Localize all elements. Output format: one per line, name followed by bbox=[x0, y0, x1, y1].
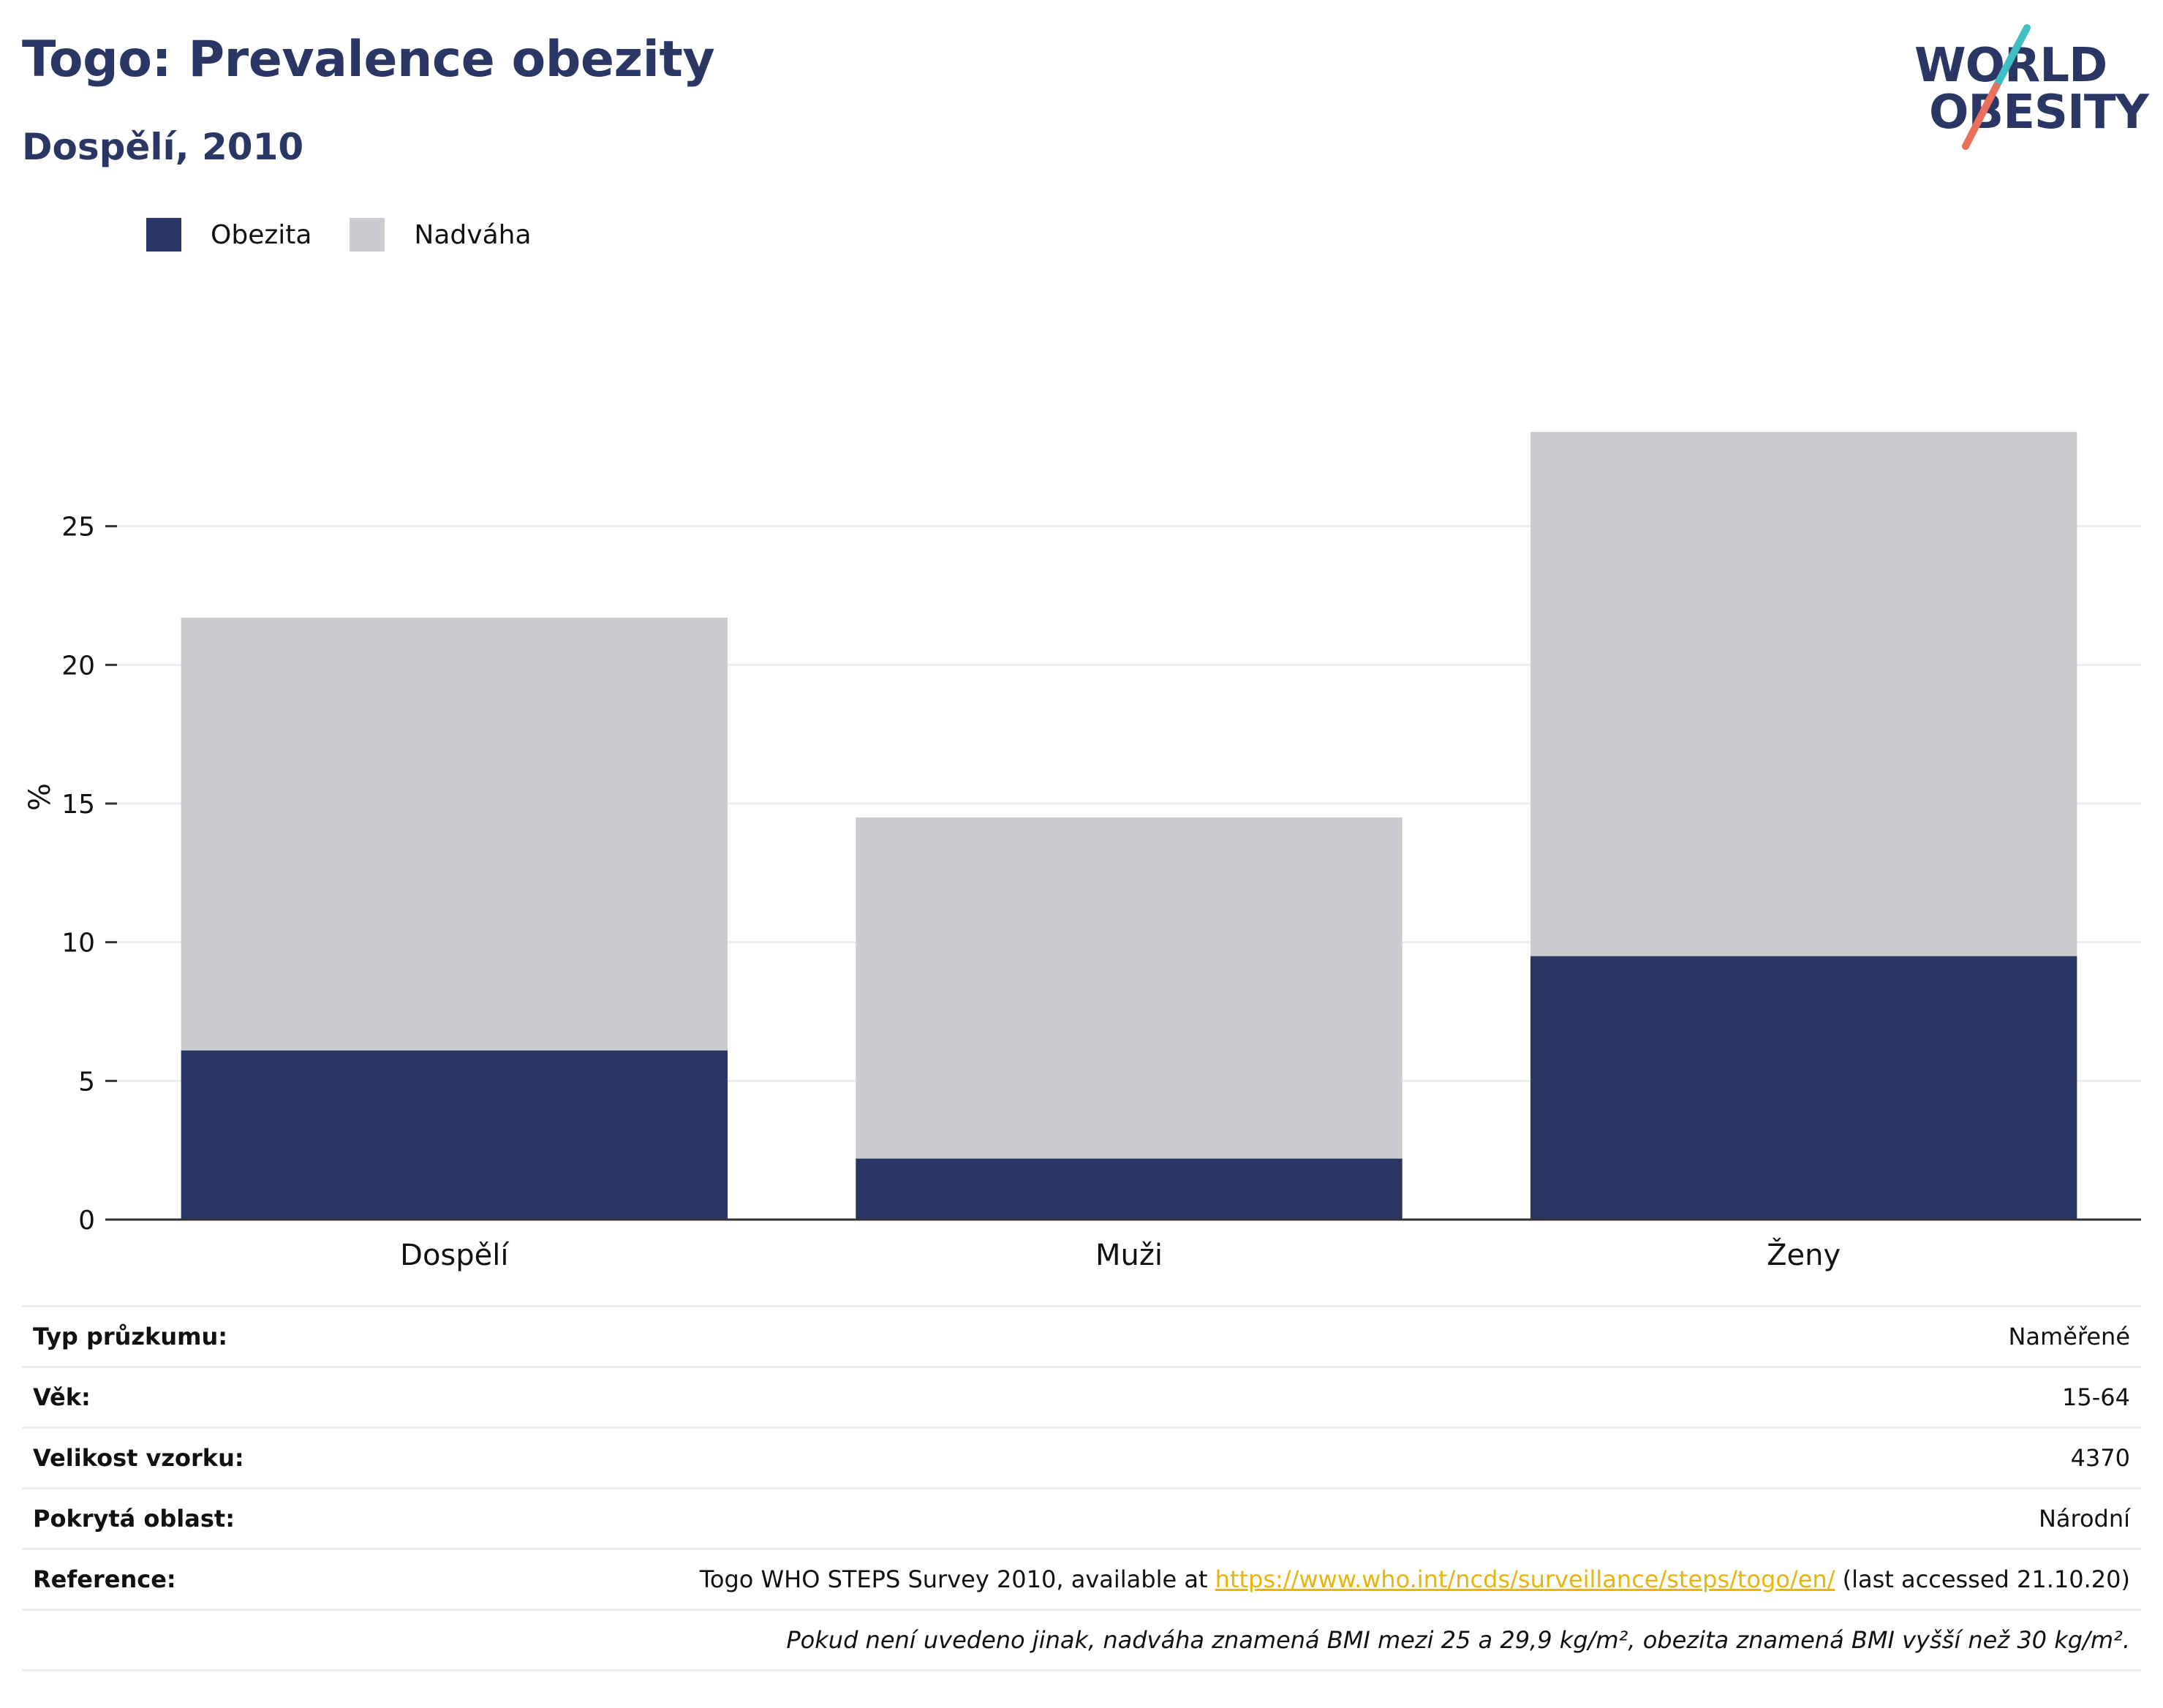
stacked-bar-chart: 0 5 10 15 20 25 Dospělí Muži Ženy % bbox=[23, 431, 2141, 1272]
info-row-reference: Reference: Togo WHO STEPS Survey 2010, a… bbox=[22, 1550, 2141, 1611]
info-label: Věk: bbox=[33, 1383, 91, 1411]
info-row-coverage: Pokrytá oblast: Národní bbox=[22, 1489, 2141, 1550]
bar-nadvaha bbox=[1530, 431, 2077, 956]
chart-legend: Obezita Nadváha bbox=[146, 216, 570, 253]
page-title: Togo: Prevalence obezity bbox=[22, 31, 715, 88]
axes: 0 5 10 15 20 25 Dospělí Muži Ženy bbox=[61, 513, 2141, 1272]
x-category-label: Dospělí bbox=[400, 1239, 510, 1272]
y-tick-label: 15 bbox=[61, 790, 95, 820]
bar-obezita bbox=[181, 1050, 728, 1220]
y-tick-label: 25 bbox=[61, 513, 95, 543]
legend-item-nadvaha: Nadváha bbox=[350, 218, 532, 252]
y-axis-title: % bbox=[23, 783, 57, 811]
legend-label-nadvaha: Nadváha bbox=[414, 219, 532, 250]
bar-obezita bbox=[1530, 956, 2077, 1220]
legend-swatch-obezita bbox=[146, 218, 181, 252]
info-label: Typ průzkumu: bbox=[33, 1323, 228, 1350]
reference-link[interactable]: https://www.who.int/ncds/surveillance/st… bbox=[1215, 1565, 1835, 1593]
reference-value: Togo WHO STEPS Survey 2010, available at… bbox=[700, 1565, 2130, 1593]
bar-nadvaha bbox=[856, 817, 1403, 1159]
page-subtitle: Dospělí, 2010 bbox=[22, 126, 304, 168]
y-tick-label: 10 bbox=[61, 929, 95, 959]
info-value: 4370 bbox=[2070, 1444, 2130, 1472]
legend-item-obezita: Obezita bbox=[146, 218, 312, 252]
x-category-label: Ženy bbox=[1767, 1237, 1841, 1272]
bars bbox=[181, 431, 2077, 1220]
info-label: Reference: bbox=[33, 1565, 176, 1593]
y-tick-label: 0 bbox=[78, 1206, 95, 1236]
info-label: Pokrytá oblast: bbox=[33, 1505, 235, 1533]
legend-label-obezita: Obezita bbox=[211, 219, 312, 250]
world-obesity-logo: WORLD OBESITY bbox=[1909, 22, 2149, 154]
info-value: 15-64 bbox=[2062, 1383, 2130, 1411]
info-row-note: Pokud není uvedeno jinak, nadváha znamen… bbox=[22, 1611, 2141, 1671]
logo-line-2: OBESITY bbox=[1929, 86, 2149, 140]
legend-swatch-nadvaha bbox=[350, 218, 385, 252]
bar-nadvaha bbox=[181, 617, 728, 1051]
logo-slash-icon bbox=[1962, 24, 2031, 150]
info-value: Naměřené bbox=[2008, 1323, 2130, 1350]
info-row-sample-size: Velikost vzorku: 4370 bbox=[22, 1429, 2141, 1489]
bar-obezita bbox=[856, 1158, 1403, 1220]
info-label: Velikost vzorku: bbox=[33, 1444, 244, 1472]
survey-info-table: Typ průzkumu: Naměřené Věk: 15-64 Veliko… bbox=[22, 1305, 2141, 1671]
footnote: Pokud není uvedeno jinak, nadváha znamen… bbox=[786, 1626, 2130, 1654]
y-tick-label: 20 bbox=[61, 651, 95, 681]
info-row-age: Věk: 15-64 bbox=[22, 1368, 2141, 1429]
reference-prefix: Togo WHO STEPS Survey 2010, available at bbox=[699, 1565, 1215, 1593]
y-tick-label: 5 bbox=[78, 1067, 95, 1097]
reference-suffix: (last accessed 21.10.20) bbox=[1835, 1565, 2130, 1593]
info-value: Národní bbox=[2038, 1505, 2130, 1533]
x-category-label: Muži bbox=[1095, 1239, 1163, 1272]
info-row-survey-type: Typ průzkumu: Naměřené bbox=[22, 1307, 2141, 1368]
